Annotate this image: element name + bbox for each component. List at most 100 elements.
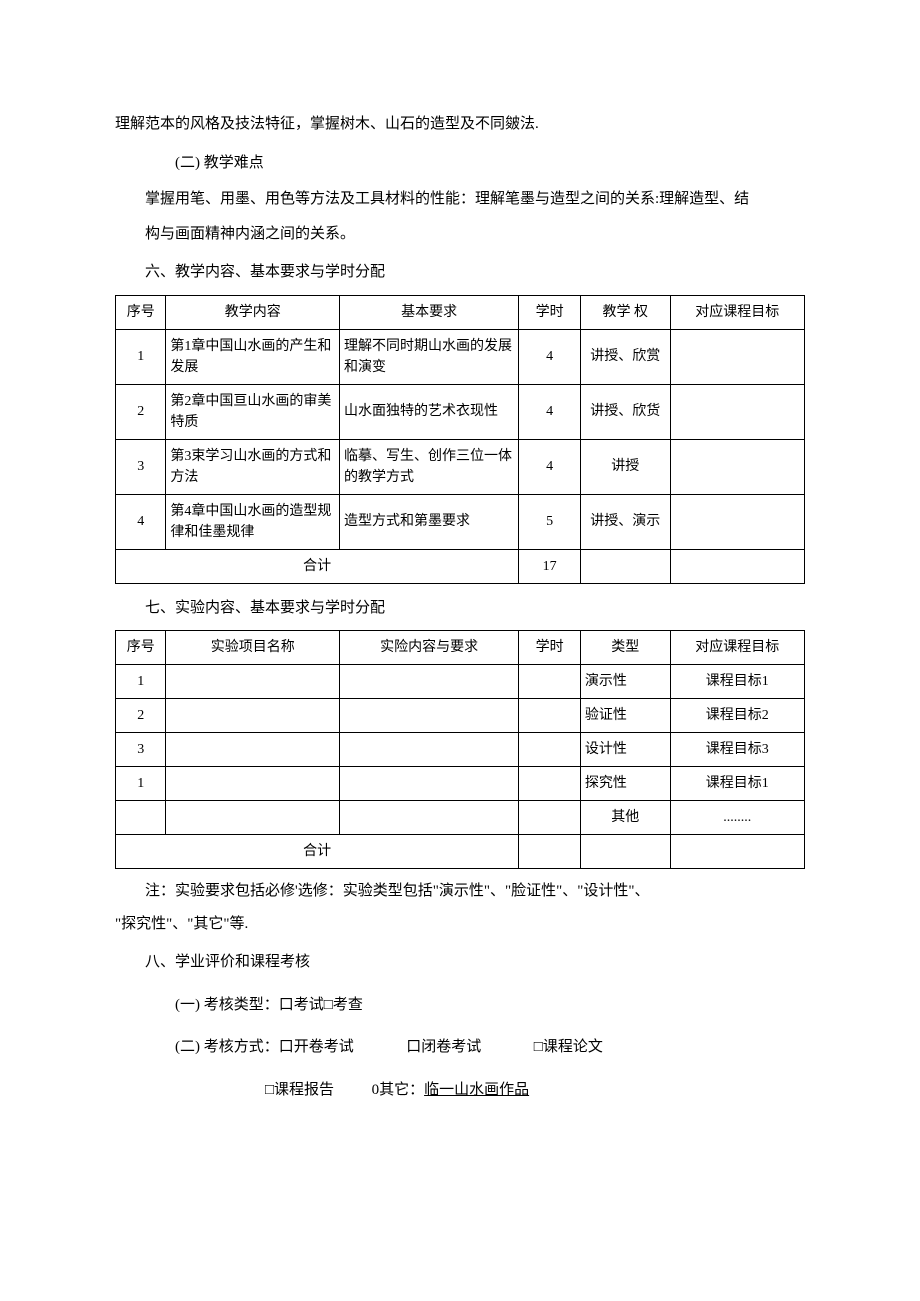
table-row: 3 设计性 课程目标3 [116,733,805,767]
cell-seq: 1 [116,329,166,384]
cell-target: ........ [670,801,804,835]
cell-hours [519,699,581,733]
cell-empty [519,835,581,869]
cell-seq: 1 [116,767,166,801]
table-row: 2 验证性 课程目标2 [116,699,805,733]
intro-line3: 构与画面精神内涵之间的关系。 [115,220,805,249]
table-row: 1 演示性 课程目标1 [116,665,805,699]
intro-line1: 理解范本的风格及技法特征，掌握树木、山石的造型及不同皴法. [115,110,805,139]
assess-opt: □课程论文 [534,1039,603,1055]
assess-opt: 口闭卷考试 [406,1039,481,1055]
cell-hours [519,665,581,699]
th-req: 基本要求 [340,295,519,329]
th-type: 类型 [580,631,670,665]
cell-type: 演示性 [580,665,670,699]
th-target: 对应课程目标 [670,631,804,665]
cell-total-hours: 17 [519,549,581,583]
cell-type: 探究性 [580,767,670,801]
cell-seq: 2 [116,384,166,439]
section7-note2: "探究性"、"其它"等. [115,910,805,939]
cell-req [340,801,519,835]
cell-seq: 3 [116,439,166,494]
assess-opt: □考查 [324,997,363,1013]
cell-name [166,801,340,835]
cell-hours: 4 [519,384,581,439]
cell-req [340,767,519,801]
cell-type: 设计性 [580,733,670,767]
assess-label: (二) 考核方式： [175,1039,279,1055]
cell-name [166,665,340,699]
cell-hours: 4 [519,329,581,384]
assess-opt: 口开卷考试 [279,1039,354,1055]
cell-content: 第1章中国山水画的产生和发展 [166,329,340,384]
cell-target [670,384,804,439]
cell-content: 第3束学习山水画的方式和方法 [166,439,340,494]
cell-hours: 4 [519,439,581,494]
cell-hours: 5 [519,494,581,549]
section6-heading: 六、教学内容、基本要求与学时分配 [115,258,805,287]
cell-seq: 4 [116,494,166,549]
assess-opt-prefix: 0其它： [372,1082,425,1098]
cell-req: 理解不同时期山水画的发展和演变 [340,329,519,384]
cell-seq: 3 [116,733,166,767]
cell-seq: 1 [116,665,166,699]
th-seq: 序号 [116,631,166,665]
assess-label: (一) 考核类型： [175,997,279,1013]
cell-target: 课程目标1 [670,767,804,801]
th-name: 实验项目名称 [166,631,340,665]
cell-empty [670,549,804,583]
cell-type: 验证性 [580,699,670,733]
cell-name [166,733,340,767]
th-hours: 学时 [519,295,581,329]
assess-opt-underline: 临一山水画作品 [424,1082,529,1098]
cell-hours [519,767,581,801]
cell-content: 第2章中国亘山水画的审美特质 [166,384,340,439]
experiment-content-table: 序号 实验项目名称 实险内容与要求 学时 类型 对应课程目标 1 演示性 课程目… [115,630,805,869]
cell-content: 第4章中国山水画的造型规律和佳墨规律 [166,494,340,549]
cell-seq [116,801,166,835]
table-row: 3 第3束学习山水画的方式和方法 临摹、写生、创作三位一体的教学方式 4 讲授 [116,439,805,494]
cell-req: 造型方式和第墨要求 [340,494,519,549]
th-hours: 学时 [519,631,581,665]
cell-method: 讲授、欣赏 [580,329,670,384]
cell-name [166,767,340,801]
cell-type: 其他 [580,801,670,835]
assess-opt: 口考试 [279,997,324,1013]
table-total-row: 合计 [116,835,805,869]
cell-empty [670,835,804,869]
cell-target [670,494,804,549]
assessment-method-line: (二) 考核方式：口开卷考试 口闭卷考试 □课程论文 [115,1033,805,1062]
table-row: 2 第2章中国亘山水画的审美特质 山水面独特的艺术衣现性 4 讲授、欣货 [116,384,805,439]
cell-hours [519,801,581,835]
th-content: 教学内容 [166,295,340,329]
table-total-row: 合计 17 [116,549,805,583]
cell-method: 讲授、欣货 [580,384,670,439]
table-header-row: 序号 教学内容 基本要求 学时 教学 权 对应课程目标 [116,295,805,329]
cell-method: 讲授 [580,439,670,494]
cell-seq: 2 [116,699,166,733]
th-method: 教学 权 [580,295,670,329]
table-row: 其他 ........ [116,801,805,835]
cell-name [166,699,340,733]
cell-req [340,665,519,699]
cell-req: 临摹、写生、创作三位一体的教学方式 [340,439,519,494]
teaching-content-table: 序号 教学内容 基本要求 学时 教学 权 对应课程目标 1 第1章中国山水画的产… [115,295,805,584]
th-seq: 序号 [116,295,166,329]
table-row: 1 第1章中国山水画的产生和发展 理解不同时期山水画的发展和演变 4 讲授、欣赏 [116,329,805,384]
section7-heading: 七、实验内容、基本要求与学时分配 [115,594,805,623]
cell-target: 课程目标2 [670,699,804,733]
assessment-method-line2: □课程报告 0其它：临一山水画作品 [115,1076,805,1105]
th-req: 实险内容与要求 [340,631,519,665]
cell-target: 课程目标1 [670,665,804,699]
cell-empty [580,835,670,869]
cell-hours [519,733,581,767]
table-row: 4 第4章中国山水画的造型规律和佳墨规律 造型方式和第墨要求 5 讲授、演示 [116,494,805,549]
cell-target [670,439,804,494]
cell-target [670,329,804,384]
th-target: 对应课程目标 [670,295,804,329]
cell-total-label: 合计 [116,549,519,583]
section8-heading: 八、学业评价和课程考核 [115,948,805,977]
assess-opt: □课程报告 [265,1082,334,1098]
cell-method: 讲授、演示 [580,494,670,549]
intro-sub1: (二) 教学难点 [115,149,805,178]
